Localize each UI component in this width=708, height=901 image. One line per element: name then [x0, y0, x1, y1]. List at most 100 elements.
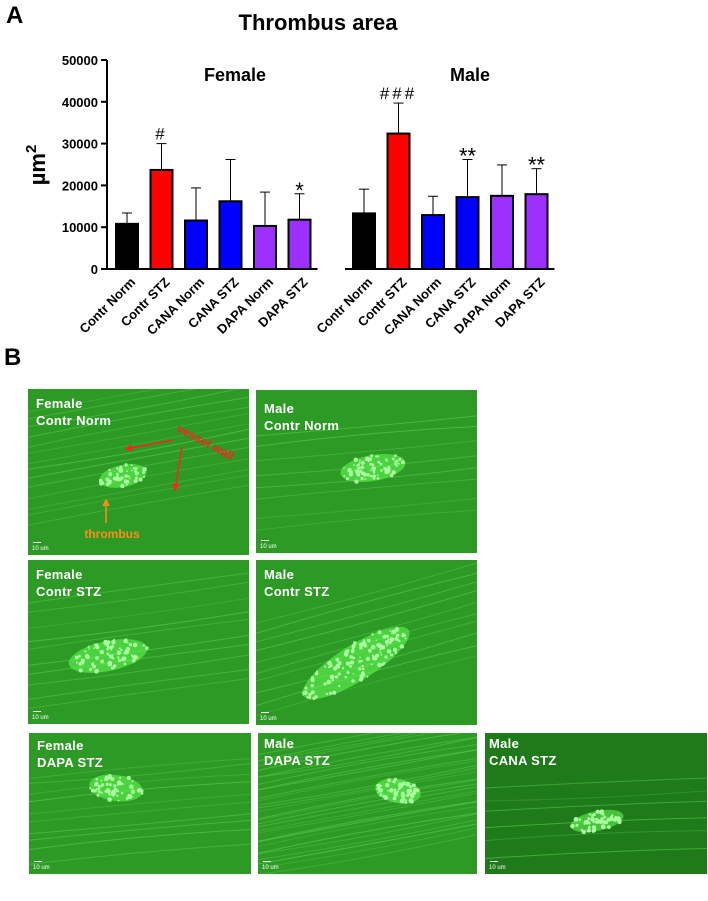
thrombus-particle: [138, 477, 143, 482]
thrombus-particle: [140, 789, 144, 793]
thrombus-particle: [343, 466, 345, 469]
thrombus-particle: [578, 818, 582, 821]
thrombus-particle: [370, 663, 373, 666]
thrombus-particle: [591, 819, 594, 822]
thrombus-particle: [360, 476, 364, 481]
thrombus-particle: [109, 645, 113, 650]
thrombus-particle: [359, 674, 363, 678]
thrombus-particle: [398, 783, 402, 787]
thrombus-particle: [352, 673, 355, 675]
thrombus-particle: [109, 660, 111, 663]
bar: [184, 219, 208, 270]
thrombus-particle: [393, 791, 398, 796]
thrombus-particle: [349, 660, 355, 665]
thrombus-particle: [393, 777, 398, 782]
thrombus-particle: [125, 483, 128, 486]
thrombus-particle: [77, 654, 81, 658]
thrombus-particle: [124, 649, 129, 655]
panel-letter-b: B: [4, 344, 22, 371]
thrombus-particle: [310, 678, 315, 683]
vessel-fiber: [28, 389, 241, 428]
thrombus-particle: [75, 661, 78, 664]
thrombus-particle: [351, 679, 355, 683]
significance-marker: *: [295, 178, 304, 203]
thrombus-particle: [361, 664, 364, 668]
thrombus-particle: [110, 648, 113, 651]
thrombus-particle: [328, 691, 333, 695]
thrombus-particle: [117, 656, 120, 659]
group-label-male: Male: [450, 65, 490, 85]
thrombus-particle: [135, 656, 139, 659]
thrombus-particle: [108, 468, 111, 472]
thrombus-particle: [396, 790, 399, 793]
micrograph-label: Female DAPA STZ: [37, 737, 103, 771]
thrombus-particle: [358, 667, 362, 671]
vessel-fiber: [29, 793, 251, 815]
micrograph-texture: [258, 733, 477, 874]
thrombus-particle: [127, 794, 133, 799]
thrombus-particle: [412, 783, 416, 788]
thrombus-particle: [376, 455, 380, 458]
vessel-wall-arrow: [124, 439, 174, 452]
vessel-fiber: [28, 678, 249, 709]
vessel-fiber: [258, 749, 477, 791]
vessel-fiber: [258, 806, 477, 847]
thrombus-particle: [606, 817, 611, 822]
thrombus-particle: [132, 467, 136, 470]
bar: [455, 196, 480, 271]
vessel-fiber: [28, 389, 160, 413]
thrombus-particle: [591, 830, 595, 833]
thrombus-particle: [361, 671, 365, 675]
thrombus-particle: [353, 464, 355, 466]
vessel-fiber: [258, 812, 477, 854]
thrombus-particle: [372, 656, 377, 661]
vessel-fiber: [256, 581, 477, 643]
vessel-fiber: [258, 819, 477, 861]
thrombus-particle: [101, 783, 105, 787]
thrombus-particle: [116, 467, 119, 470]
thrombus-particle: [350, 665, 353, 668]
thrombus-particle: [131, 658, 136, 663]
thrombus-particle: [106, 652, 110, 656]
vessel-fiber: [28, 437, 249, 479]
thrombus-particle: [332, 690, 337, 695]
thrombus-particle: [360, 460, 365, 465]
thrombus-particle: [377, 791, 379, 794]
micrograph-group-label: Contr Norm: [36, 413, 112, 428]
thrombus-particle: [399, 644, 405, 649]
micrograph-sex-label: Male: [489, 736, 520, 751]
y-axis-label: µm2: [23, 145, 50, 186]
thrombus-particle: [584, 820, 590, 825]
micrograph-texture: [256, 415, 477, 531]
thrombus-particle: [409, 785, 413, 789]
thrombus-particle: [120, 476, 124, 480]
micrograph-label: Male CANA STZ: [489, 735, 557, 769]
vessel-fiber: [28, 581, 249, 613]
thrombus-particle: [399, 798, 405, 804]
thrombus-particle: [355, 464, 358, 467]
thrombus-particle: [410, 800, 414, 804]
micrograph-texture: [29, 758, 251, 865]
thrombus-particle: [118, 647, 121, 650]
thrombus-particle: [611, 814, 614, 817]
thrombus-particle: [395, 633, 400, 638]
thrombus-particle: [404, 637, 407, 640]
thrombus-particle: [87, 645, 90, 648]
thrombus-particle: [129, 784, 134, 789]
thrombus-particle: [129, 477, 131, 479]
vessel-fiber: [29, 801, 251, 823]
thrombus-particle: [106, 645, 110, 649]
thrombus-particle: [388, 640, 392, 644]
thrombus-particle: [145, 646, 149, 650]
thrombus-particle: [341, 667, 345, 670]
micrograph-sex-label: Female: [37, 738, 84, 753]
thrombus-particle: [135, 471, 139, 475]
thrombus-particle: [125, 797, 129, 800]
vessel-fiber: [258, 823, 477, 865]
thrombus-particle: [96, 794, 100, 797]
scale-bar-label: 10 um: [32, 546, 49, 552]
scale-bar-label: 10 um: [260, 716, 277, 722]
thrombus-particle: [371, 633, 374, 636]
micrograph-label: Female Contr STZ: [36, 566, 102, 600]
thrombus-particle: [370, 644, 376, 650]
